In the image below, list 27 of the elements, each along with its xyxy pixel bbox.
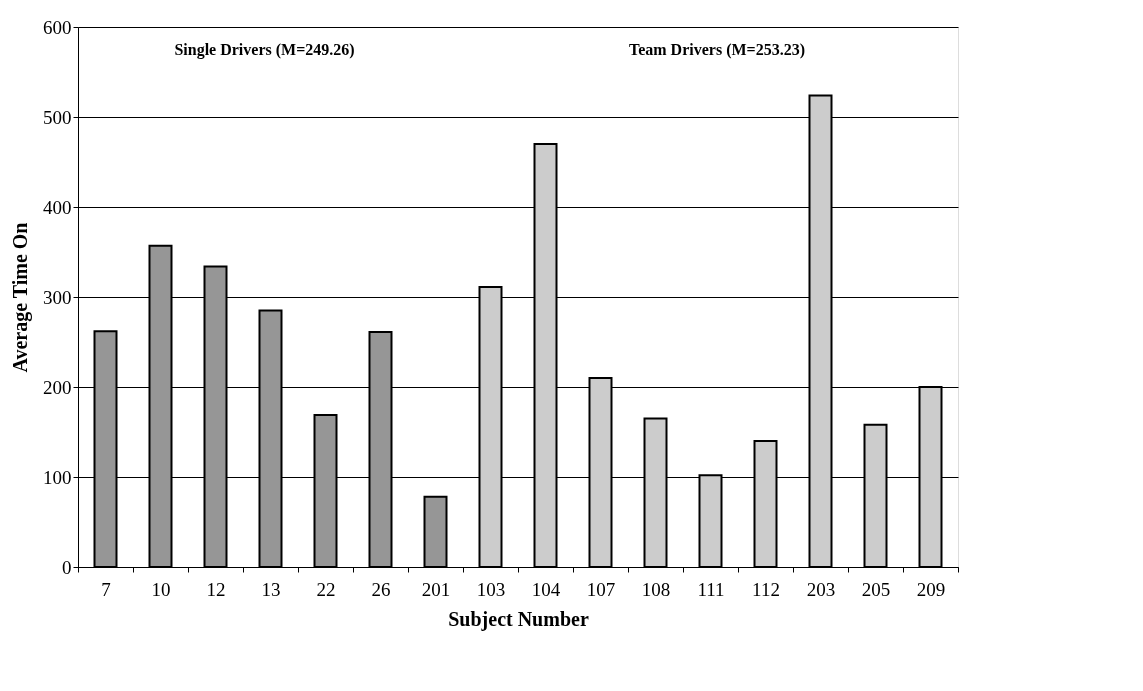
annotation: Team Drivers (M=253.23) [628,41,806,59]
x-tick-label: 112 [752,578,780,600]
y-tick-label: 200 [43,376,72,398]
x-tick-label: 7 [101,578,111,600]
x-tick-label: 103 [476,578,506,600]
y-tick-label: 600 [43,16,72,38]
x-tick-label: 205 [861,578,891,600]
x-tick-label: 104 [531,578,561,600]
x-tick-label: 209 [916,578,946,600]
x-tick-label: 108 [641,578,671,600]
y-axis-title: Average Time On [9,222,32,373]
x-tick-label: 10 [151,578,171,600]
x-tick-label: 111 [697,578,725,600]
y-tick-label: 500 [43,106,72,128]
x-tick-label: 107 [586,578,616,600]
y-tick-label: 100 [43,466,72,488]
y-tick-label: 300 [43,286,72,308]
x-tick-label: 22 [316,578,336,600]
x-tick-label: 13 [261,578,281,600]
x-tick-label: 26 [371,578,391,600]
y-tick-label: 400 [43,196,72,218]
x-tick-label: 12 [206,578,226,600]
y-tick-label: 0 [62,556,72,578]
x-tick-label: 201 [421,578,451,600]
x-axis-title: Subject Number [448,607,589,631]
x-tick-label: 203 [806,578,836,600]
annotation: Single Drivers (M=249.26) [174,41,355,59]
